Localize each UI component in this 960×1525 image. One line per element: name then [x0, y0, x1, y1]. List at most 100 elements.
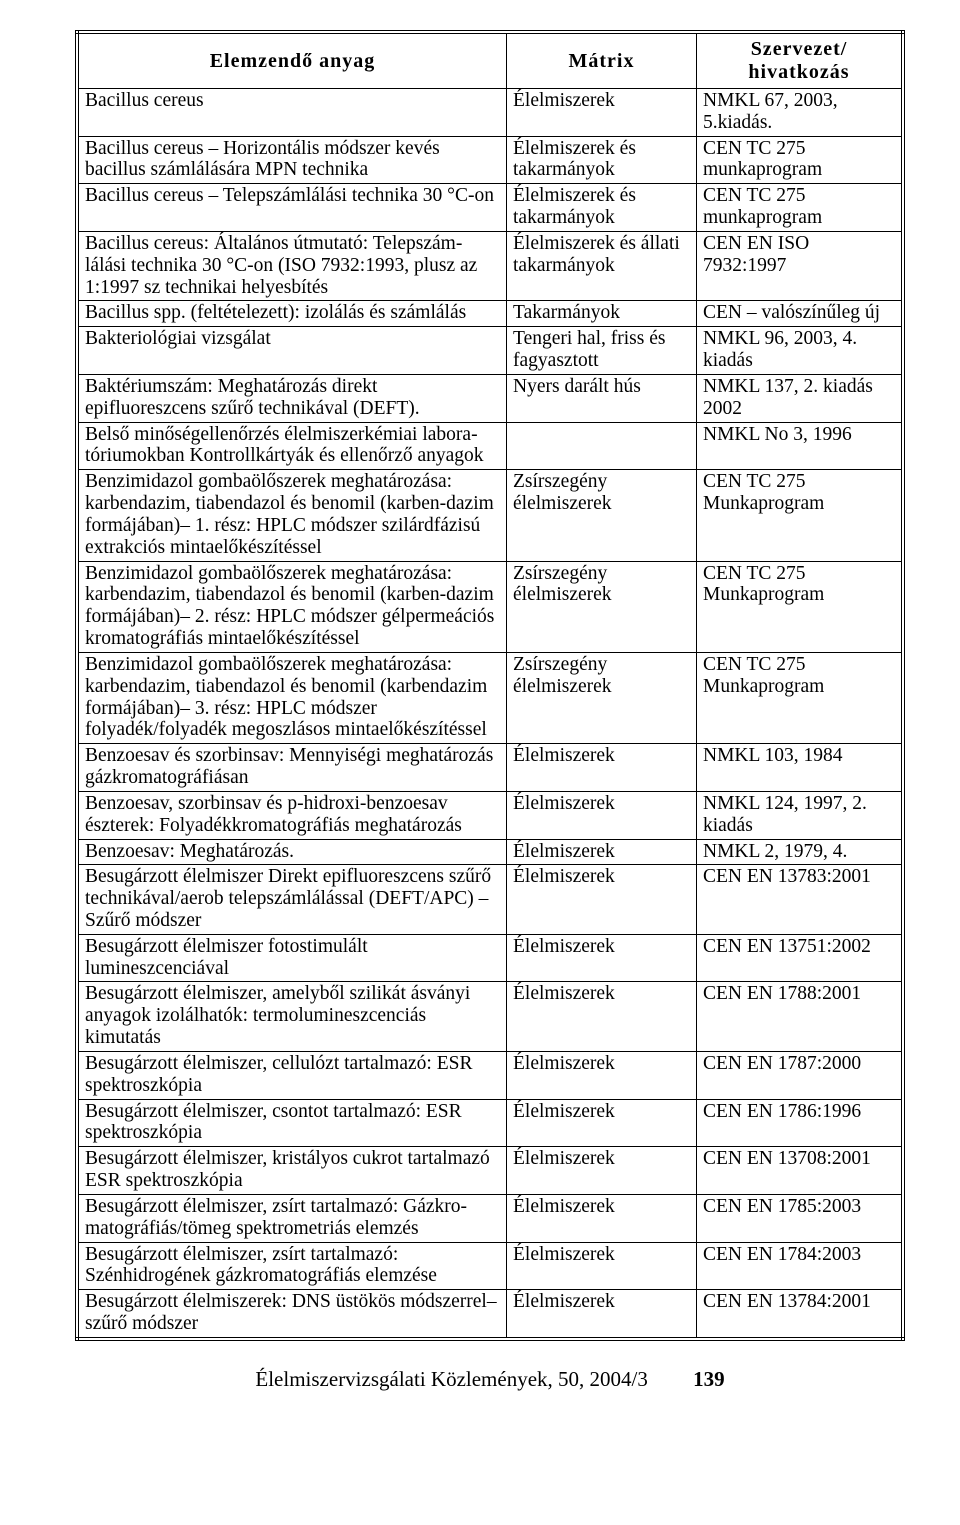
table-cell: Besugárzott élelmiszer, cellulózt tartal…	[77, 1051, 507, 1099]
table-header-row: Elemzendő anyag Mátrix Szervezet/ hivatk…	[77, 32, 903, 89]
table-cell: CEN EN 13751:2002	[696, 934, 903, 982]
table-row: Bacillus cereus – Telepszámlálási techni…	[77, 184, 903, 232]
table-cell: Élelmiszerek	[507, 791, 697, 839]
table-cell: Zsírszegény élelmiszerek	[507, 561, 697, 652]
table-row: Benzoesav és szorbinsav: Mennyiségi megh…	[77, 744, 903, 792]
table-cell: Benzimidazol gombaölőszerek meghatározás…	[77, 470, 507, 561]
table-cell: Benzoesav és szorbinsav: Mennyiségi megh…	[77, 744, 507, 792]
table-row: Bacillus cereus: Általános útmutató: Tel…	[77, 231, 903, 300]
table-row: Besugárzott élelmiszer Direkt epifluores…	[77, 865, 903, 934]
data-table: Elemzendő anyag Mátrix Szervezet/ hivatk…	[75, 30, 905, 1341]
table-cell: Élelmiszerek és takarmányok	[507, 136, 697, 184]
col-header-ref: Szervezet/ hivatkozás	[696, 32, 903, 89]
table-row: Benzoesav, szorbinsav és p-hidroxi-benzo…	[77, 791, 903, 839]
table-row: Besugárzott élelmiszer, cellulózt tartal…	[77, 1051, 903, 1099]
table-row: Bakteriológiai vizsgálatTengeri hal, fri…	[77, 327, 903, 375]
table-cell: Bacillus cereus: Általános útmutató: Tel…	[77, 231, 507, 300]
table-cell: Élelmiszerek és takarmányok	[507, 184, 697, 232]
table-cell: Élelmiszerek	[507, 1147, 697, 1195]
table-cell: Élelmiszerek	[507, 934, 697, 982]
table-row: Benzimidazol gombaölőszerek meghatározás…	[77, 652, 903, 743]
table-cell: CEN TC 275 Munkaprogram	[696, 561, 903, 652]
table-cell: NMKL 137, 2. kiadás 2002	[696, 374, 903, 422]
table-cell: NMKL No 3, 1996	[696, 422, 903, 470]
table-row: Besugárzott élelmiszer, kristályos cukro…	[77, 1147, 903, 1195]
table-cell: CEN EN 13708:2001	[696, 1147, 903, 1195]
table-row: Besugárzott élelmiszerek: DNS üstökös mó…	[77, 1290, 903, 1339]
table-cell: Baktériumszám: Meghatározás direkt epifl…	[77, 374, 507, 422]
table-row: Benzimidazol gombaölőszerek meghatározás…	[77, 470, 903, 561]
table-row: Besugárzott élelmiszer fotostimulált lum…	[77, 934, 903, 982]
table-cell: CEN – valószínűleg új	[696, 301, 903, 327]
table-cell: Besugárzott élelmiszer, amelyből sziliká…	[77, 982, 507, 1051]
table-cell: NMKL 103, 1984	[696, 744, 903, 792]
table-cell: Élelmiszerek	[507, 1290, 697, 1339]
table-cell: Takarmányok	[507, 301, 697, 327]
table-row: Benzoesav: Meghatározás.ÉlelmiszerekNMKL…	[77, 839, 903, 865]
table-cell: Élelmiszerek	[507, 1194, 697, 1242]
table-cell: NMKL 124, 1997, 2. kiadás	[696, 791, 903, 839]
footer-text: Élelmiszervizsgálati Közlemények, 50, 20…	[255, 1367, 647, 1391]
table-cell: CEN EN 1787:2000	[696, 1051, 903, 1099]
table-cell: Benzimidazol gombaölőszerek meghatározás…	[77, 561, 507, 652]
table-row: Belső minőségellenőrzés élelmiszerkémiai…	[77, 422, 903, 470]
table-cell: CEN EN 13783:2001	[696, 865, 903, 934]
table-cell: Benzoesav: Meghatározás.	[77, 839, 507, 865]
table-cell	[507, 422, 697, 470]
page-footer: Élelmiszervizsgálati Közlemények, 50, 20…	[75, 1367, 905, 1392]
table-row: Benzimidazol gombaölőszerek meghatározás…	[77, 561, 903, 652]
table-cell: Bacillus cereus	[77, 89, 507, 137]
table-cell: CEN EN 1788:2001	[696, 982, 903, 1051]
table-cell: Élelmiszerek	[507, 839, 697, 865]
table-cell: CEN EN 1784:2003	[696, 1242, 903, 1290]
table-body: Bacillus cereusÉlelmiszerekNMKL 67, 2003…	[77, 89, 903, 1339]
col-header-matrix: Mátrix	[507, 32, 697, 89]
table-cell: Élelmiszerek	[507, 1099, 697, 1147]
table-row: Besugárzott élelmiszer, csontot tartalma…	[77, 1099, 903, 1147]
table-cell: Besugárzott élelmiszer, zsírt tartalmazó…	[77, 1242, 507, 1290]
table-row: Bacillus cereus – Horizontális módszer k…	[77, 136, 903, 184]
table-cell: NMKL 67, 2003, 5.kiadás.	[696, 89, 903, 137]
table-cell: Élelmiszerek	[507, 89, 697, 137]
table-row: Besugárzott élelmiszer, zsírt tartalmazó…	[77, 1194, 903, 1242]
table-cell: Besugárzott élelmiszer Direkt epifluores…	[77, 865, 507, 934]
page-container: Elemzendő anyag Mátrix Szervezet/ hivatk…	[0, 0, 960, 1412]
table-cell: CEN TC 275 Munkaprogram	[696, 470, 903, 561]
table-cell: Besugárzott élelmiszer fotostimulált lum…	[77, 934, 507, 982]
table-cell: Benzimidazol gombaölőszerek meghatározás…	[77, 652, 507, 743]
table-cell: CEN EN 13784:2001	[696, 1290, 903, 1339]
table-cell: Élelmiszerek	[507, 1051, 697, 1099]
table-cell: CEN EN 1785:2003	[696, 1194, 903, 1242]
table-cell: CEN TC 275 munkaprogram	[696, 136, 903, 184]
table-cell: Élelmiszerek	[507, 1242, 697, 1290]
table-cell: Tengeri hal, friss és fagyasztott	[507, 327, 697, 375]
table-cell: Zsírszegény élelmiszerek	[507, 652, 697, 743]
table-cell: Élelmiszerek	[507, 865, 697, 934]
table-cell: Benzoesav, szorbinsav és p-hidroxi-benzo…	[77, 791, 507, 839]
table-cell: NMKL 96, 2003, 4. kiadás	[696, 327, 903, 375]
table-cell: Zsírszegény élelmiszerek	[507, 470, 697, 561]
table-row: Bacillus spp. (feltételezett): izolálás …	[77, 301, 903, 327]
page-number: 139	[693, 1367, 725, 1392]
table-cell: Élelmiszerek és állati takarmányok	[507, 231, 697, 300]
table-cell: CEN EN 1786:1996	[696, 1099, 903, 1147]
table-row: Bacillus cereusÉlelmiszerekNMKL 67, 2003…	[77, 89, 903, 137]
table-row: Baktériumszám: Meghatározás direkt epifl…	[77, 374, 903, 422]
table-cell: NMKL 2, 1979, 4.	[696, 839, 903, 865]
table-cell: Bacillus cereus – Horizontális módszer k…	[77, 136, 507, 184]
table-cell: Bacillus cereus – Telepszámlálási techni…	[77, 184, 507, 232]
col-header-analyte: Elemzendő anyag	[77, 32, 507, 89]
table-cell: Besugárzott élelmiszer, csontot tartalma…	[77, 1099, 507, 1147]
table-cell: Élelmiszerek	[507, 982, 697, 1051]
table-row: Besugárzott élelmiszer, amelyből sziliká…	[77, 982, 903, 1051]
table-cell: Élelmiszerek	[507, 744, 697, 792]
table-cell: CEN EN ISO 7932:1997	[696, 231, 903, 300]
table-cell: Bakteriológiai vizsgálat	[77, 327, 507, 375]
table-cell: CEN TC 275 munkaprogram	[696, 184, 903, 232]
table-cell: Belső minőségellenőrzés élelmiszerkémiai…	[77, 422, 507, 470]
table-cell: Besugárzott élelmiszerek: DNS üstökös mó…	[77, 1290, 507, 1339]
table-cell: Nyers darált hús	[507, 374, 697, 422]
table-cell: Besugárzott élelmiszer, kristályos cukro…	[77, 1147, 507, 1195]
table-cell: Besugárzott élelmiszer, zsírt tartalmazó…	[77, 1194, 507, 1242]
table-cell: Bacillus spp. (feltételezett): izolálás …	[77, 301, 507, 327]
